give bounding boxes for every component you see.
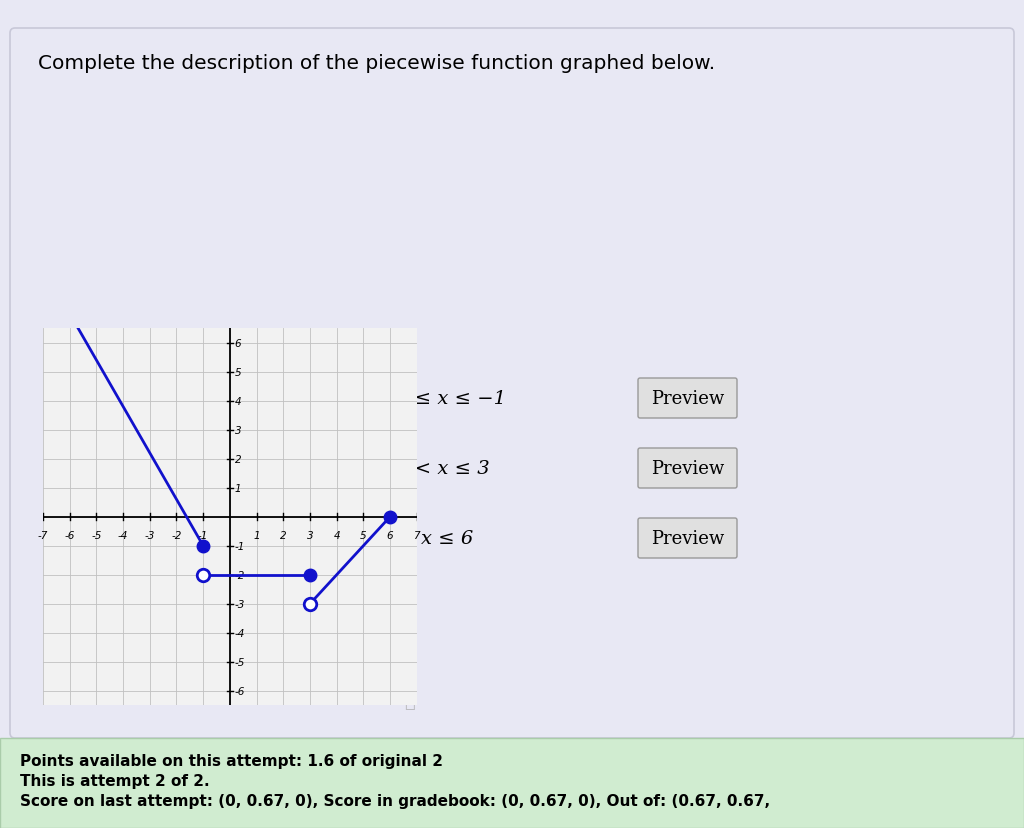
Text: Preview: Preview	[651, 389, 724, 407]
FancyBboxPatch shape	[638, 378, 737, 418]
Text: Preview: Preview	[651, 529, 724, 547]
Text: -4: -4	[118, 530, 128, 540]
FancyBboxPatch shape	[638, 449, 737, 489]
FancyBboxPatch shape	[169, 449, 346, 489]
Text: -1: -1	[234, 541, 245, 551]
FancyBboxPatch shape	[10, 29, 1014, 738]
Text: -5: -5	[234, 657, 245, 667]
Text: -6: -6	[65, 530, 75, 540]
Text: 6: 6	[234, 338, 242, 349]
Text: 3: 3	[234, 425, 242, 436]
Text: if 3 < x ≤ 6: if 3 < x ≤ 6	[360, 529, 473, 547]
Text: 2: 2	[280, 530, 287, 540]
Text: 5: 5	[234, 367, 242, 378]
Text: if −6 ≤ x ≤ −1: if −6 ≤ x ≤ −1	[360, 389, 506, 407]
Text: -3: -3	[144, 530, 155, 540]
Text: {: {	[141, 378, 168, 420]
FancyBboxPatch shape	[638, 518, 737, 558]
Text: -2: -2	[171, 530, 181, 540]
Text: 3: 3	[306, 530, 313, 540]
Text: -6: -6	[234, 686, 245, 696]
Text: {: {	[141, 447, 168, 489]
Text: 🔍: 🔍	[404, 692, 415, 710]
Text: Complete the description of the piecewise function graphed below.: Complete the description of the piecewis…	[38, 54, 715, 73]
Text: {: {	[141, 518, 168, 560]
Text: f(x) =: f(x) =	[50, 459, 117, 479]
FancyBboxPatch shape	[0, 738, 1024, 828]
Text: 4: 4	[234, 396, 242, 407]
Text: 2: 2	[234, 454, 242, 465]
Text: 1: 1	[253, 530, 260, 540]
Text: 4: 4	[334, 530, 340, 540]
Text: 6: 6	[387, 530, 393, 540]
Text: -2: -2	[234, 570, 245, 580]
Text: This is attempt 2 of 2.: This is attempt 2 of 2.	[20, 773, 210, 788]
Text: -4: -4	[234, 628, 245, 638]
Text: -7: -7	[38, 530, 48, 540]
Text: Preview: Preview	[651, 460, 724, 478]
Text: 5: 5	[360, 530, 367, 540]
Text: -1: -1	[198, 530, 208, 540]
FancyBboxPatch shape	[169, 518, 346, 558]
FancyBboxPatch shape	[169, 378, 346, 418]
Text: -3: -3	[234, 599, 245, 609]
Text: -5: -5	[91, 530, 101, 540]
Text: Score on last attempt: (0, 0.67, 0), Score in gradebook: (0, 0.67, 0), Out of: (: Score on last attempt: (0, 0.67, 0), Sco…	[20, 793, 770, 808]
Text: if −1 < x ≤ 3: if −1 < x ≤ 3	[360, 460, 489, 478]
Text: 7: 7	[414, 530, 420, 540]
Text: 1: 1	[234, 483, 242, 493]
Text: Points available on this attempt: 1.6 of original 2: Points available on this attempt: 1.6 of…	[20, 753, 443, 768]
